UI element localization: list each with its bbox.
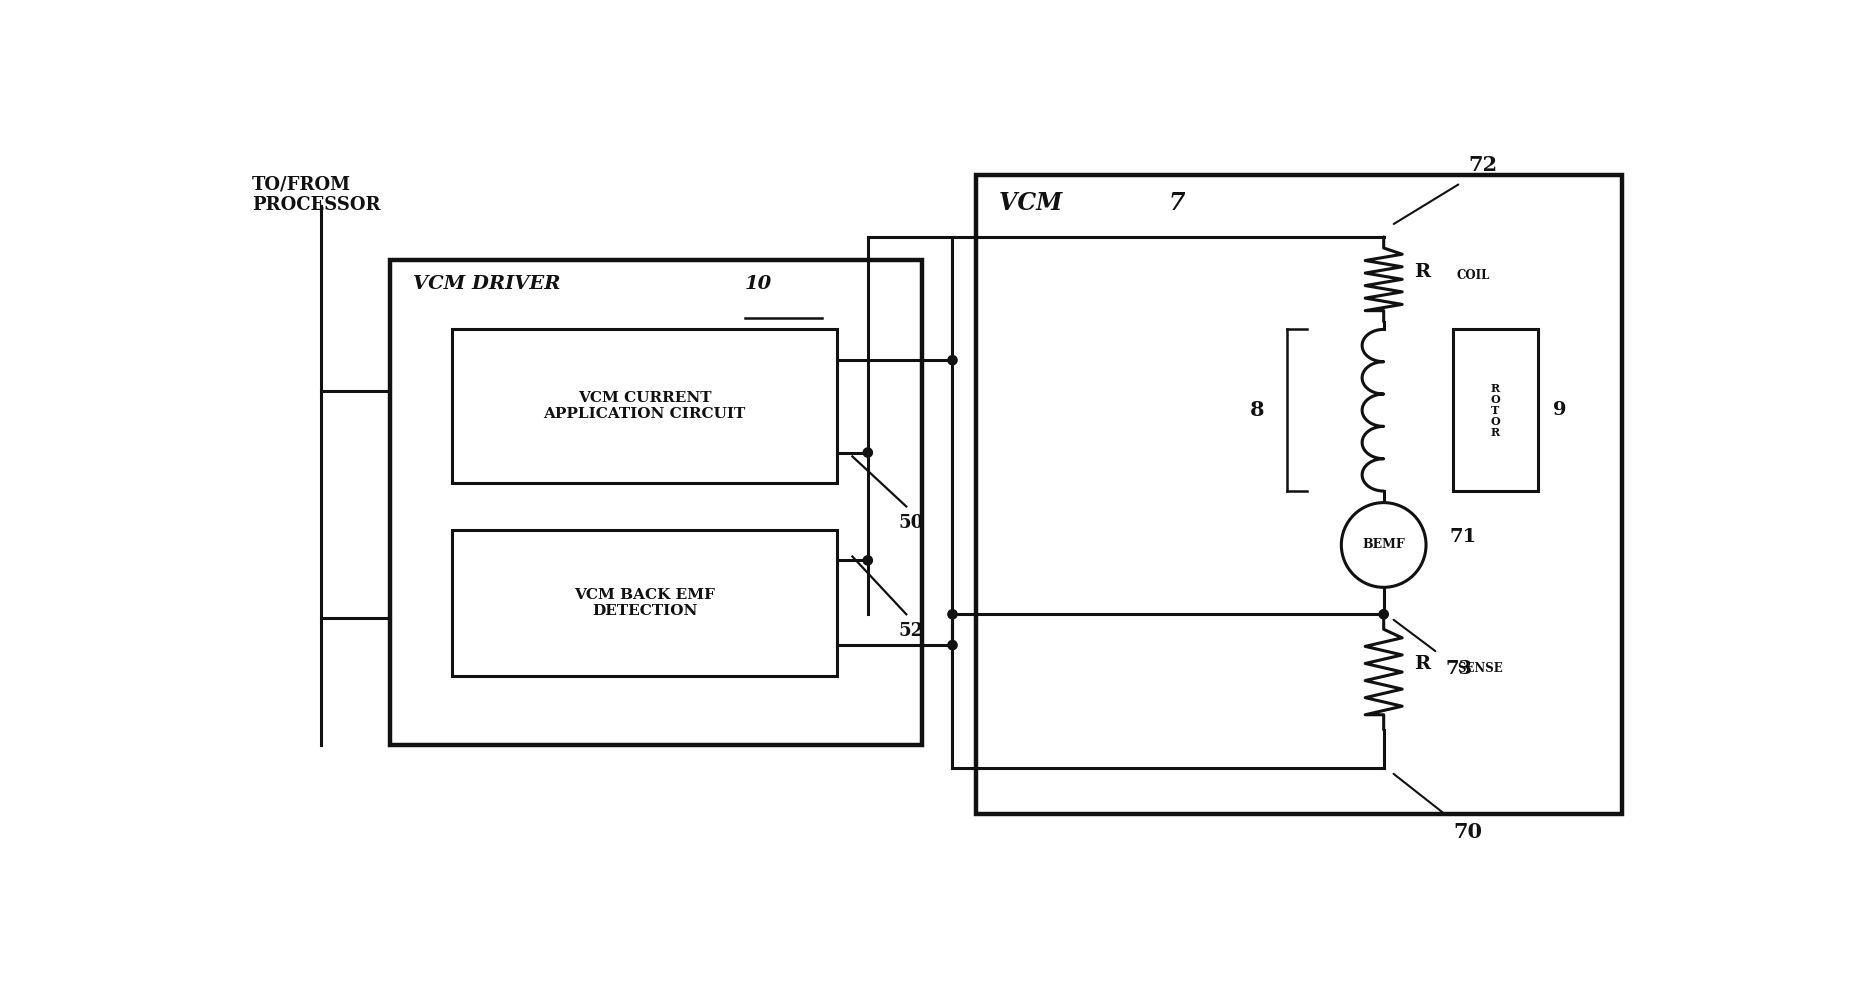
Text: 72: 72 xyxy=(1468,155,1498,176)
Text: VCM DRIVER: VCM DRIVER xyxy=(413,275,567,294)
Circle shape xyxy=(1379,610,1389,619)
Text: VCM: VCM xyxy=(999,191,1070,214)
Bar xyxy=(452,330,836,484)
Bar xyxy=(391,260,921,745)
Circle shape xyxy=(947,640,957,649)
Text: 52: 52 xyxy=(899,622,923,639)
Text: 8: 8 xyxy=(1250,400,1264,420)
Circle shape xyxy=(947,610,957,619)
Text: 73: 73 xyxy=(1446,660,1472,678)
Text: VCM BACK EMF
DETECTION: VCM BACK EMF DETECTION xyxy=(575,588,716,618)
Circle shape xyxy=(947,355,957,364)
Bar xyxy=(1454,330,1537,492)
Circle shape xyxy=(864,556,873,565)
Text: TO/FROM
PROCESSOR: TO/FROM PROCESSOR xyxy=(252,176,380,214)
Text: SENSE: SENSE xyxy=(1457,661,1502,674)
Bar xyxy=(452,529,836,676)
Text: 10: 10 xyxy=(745,275,771,294)
Text: R: R xyxy=(1415,262,1431,281)
Text: 50: 50 xyxy=(899,514,923,532)
Circle shape xyxy=(1340,502,1426,587)
Text: R: R xyxy=(1415,655,1431,673)
Text: 9: 9 xyxy=(1554,401,1567,419)
Text: VCM CURRENT
APPLICATION CIRCUIT: VCM CURRENT APPLICATION CIRCUIT xyxy=(543,391,745,421)
Text: 70: 70 xyxy=(1454,822,1481,842)
Text: COIL: COIL xyxy=(1457,269,1491,282)
Text: BEMF: BEMF xyxy=(1363,538,1405,551)
Text: 7: 7 xyxy=(1168,191,1185,214)
Text: 71: 71 xyxy=(1450,528,1476,546)
Bar xyxy=(975,176,1622,814)
Text: R
O
T
O
R: R O T O R xyxy=(1491,382,1500,438)
Circle shape xyxy=(864,448,873,457)
